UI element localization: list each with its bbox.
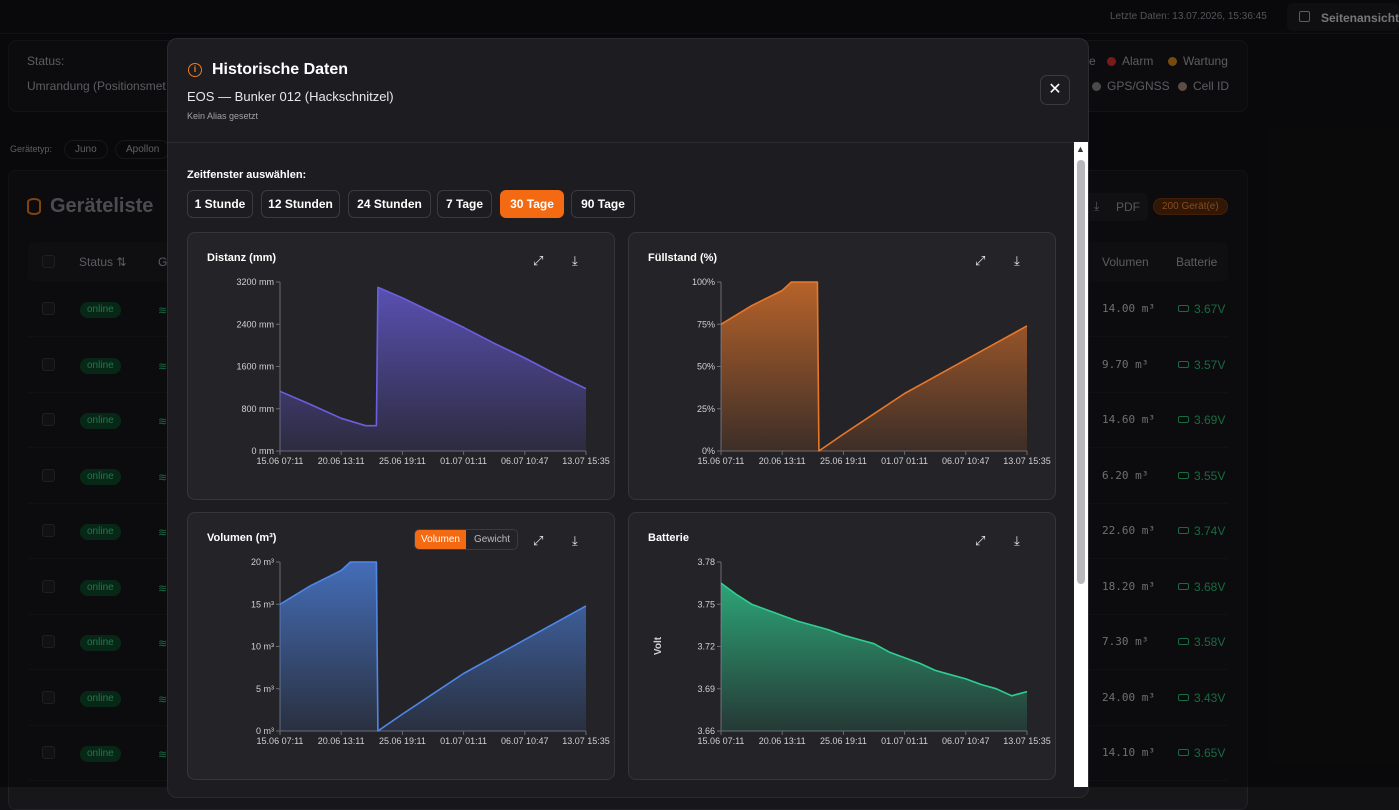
time-button[interactable]: 12 Stunden — [261, 190, 340, 218]
x-tick-label: 15.06 07:11 — [257, 456, 304, 466]
x-tick-label: 13.07 15:35 — [1003, 456, 1051, 466]
y-tick-label: 75% — [697, 319, 715, 329]
close-icon: ✕ — [1048, 81, 1061, 98]
x-tick-label: 06.07 10:47 — [942, 736, 990, 746]
modal-header: i Historische Daten EOS — Bunker 012 (Ha… — [168, 39, 1088, 143]
time-button[interactable]: 1 Stunde — [187, 190, 253, 218]
x-tick-label: 15.06 07:11 — [698, 736, 745, 746]
y-tick-label: 0 m³ — [256, 726, 274, 736]
history-modal: i Historische Daten EOS — Bunker 012 (Ha… — [167, 38, 1089, 798]
y-tick-label: 25% — [697, 404, 715, 414]
x-tick-label: 20.06 13:11 — [759, 456, 806, 466]
x-tick-label: 25.06 19:11 — [820, 736, 867, 746]
time-button[interactable]: 7 Tage — [437, 190, 492, 218]
close-button[interactable]: ✕ — [1040, 75, 1070, 105]
y-tick-label: 20 m³ — [251, 557, 274, 567]
y-tick-label: 5 m³ — [256, 684, 274, 694]
x-tick-label: 01.07 01:11 — [440, 456, 487, 466]
y-tick-label: 3.78 — [697, 557, 715, 567]
x-tick-label: 20.06 13:11 — [318, 736, 365, 746]
modal-alias: Kein Alias gesetzt — [187, 111, 258, 121]
series-area — [721, 583, 1027, 731]
y-tick-label: 3.66 — [697, 726, 715, 736]
x-tick-label: 06.07 10:47 — [501, 456, 549, 466]
chart-volume: 0 m³ 5 m³ 10 m³ 15 m³ 20 m³ 15.06 07:11 20.06 … — [188, 513, 616, 781]
y-tick-label: 1600 mm — [236, 362, 274, 372]
y-tick-label: 3200 mm — [236, 277, 274, 287]
chart-battery: 3.66 3.69 3.72 3.75 3.78 15.06 07:11 20.06 13:… — [629, 513, 1057, 781]
y-tick-label: 0 mm — [252, 446, 275, 456]
x-tick-label: 13.07 15:35 — [562, 456, 610, 466]
time-button[interactable]: 30 Tage — [500, 190, 564, 218]
scrollbar-thumb[interactable] — [1077, 160, 1085, 584]
x-tick-label: 20.06 13:11 — [759, 736, 806, 746]
x-tick-label: 25.06 19:11 — [379, 736, 426, 746]
y-tick-label: 0% — [702, 446, 715, 456]
y-tick-label: 15 m³ — [251, 599, 274, 609]
series-area — [280, 562, 586, 731]
x-tick-label: 13.07 15:35 — [562, 736, 610, 746]
x-tick-label: 01.07 01:11 — [881, 736, 928, 746]
y-tick-label: 50% — [697, 362, 715, 372]
chart-distance: 0 mm 800 mm 1600 mm 2400 mm 3200 mm 15.06 07:… — [188, 233, 616, 501]
x-tick-label: 20.06 13:11 — [318, 456, 365, 466]
y-tick-label: 100% — [692, 277, 715, 287]
x-tick-label: 01.07 01:11 — [881, 456, 928, 466]
scroll-up-arrow[interactable]: ▲ — [1076, 144, 1085, 154]
time-window-label: Zeitfenster auswählen: — [187, 169, 306, 181]
panel-fill: Füllstand (%) ⤢ ⤓ 0%25%50%75%100%15.06 0… — [628, 232, 1056, 500]
chart-fill: 0% 25% 50% 75% 100% 15.06 07:11 20.06 13:11 25.… — [629, 233, 1057, 501]
y-tick-label: 10 m³ — [251, 642, 274, 652]
time-button[interactable]: 90 Tage — [571, 190, 635, 218]
y-tick-label: 3.69 — [697, 684, 715, 694]
x-tick-label: 25.06 19:11 — [379, 456, 426, 466]
y-tick-label: 3.75 — [697, 599, 715, 609]
y-tick-label: 3.72 — [697, 642, 715, 652]
modal-subtitle: EOS — Bunker 012 (Hackschnitzel) — [187, 89, 394, 104]
x-tick-label: 06.07 10:47 — [501, 736, 549, 746]
info-icon: i — [188, 63, 202, 77]
series-area — [721, 282, 1027, 451]
x-tick-label: 15.06 07:11 — [257, 736, 304, 746]
x-tick-label: 15.06 07:11 — [698, 456, 745, 466]
y-tick-label: 2400 mm — [236, 319, 274, 329]
x-tick-label: 06.07 10:47 — [942, 456, 990, 466]
x-tick-label: 13.07 15:35 — [1003, 736, 1051, 746]
modal-title: Historische Daten — [212, 61, 348, 79]
y-tick-label: 800 mm — [241, 404, 274, 414]
time-button[interactable]: 24 Stunden — [348, 190, 431, 218]
x-tick-label: 25.06 19:11 — [820, 456, 867, 466]
x-tick-label: 01.07 01:11 — [440, 736, 487, 746]
y-axis-label: Volt — [653, 636, 664, 655]
